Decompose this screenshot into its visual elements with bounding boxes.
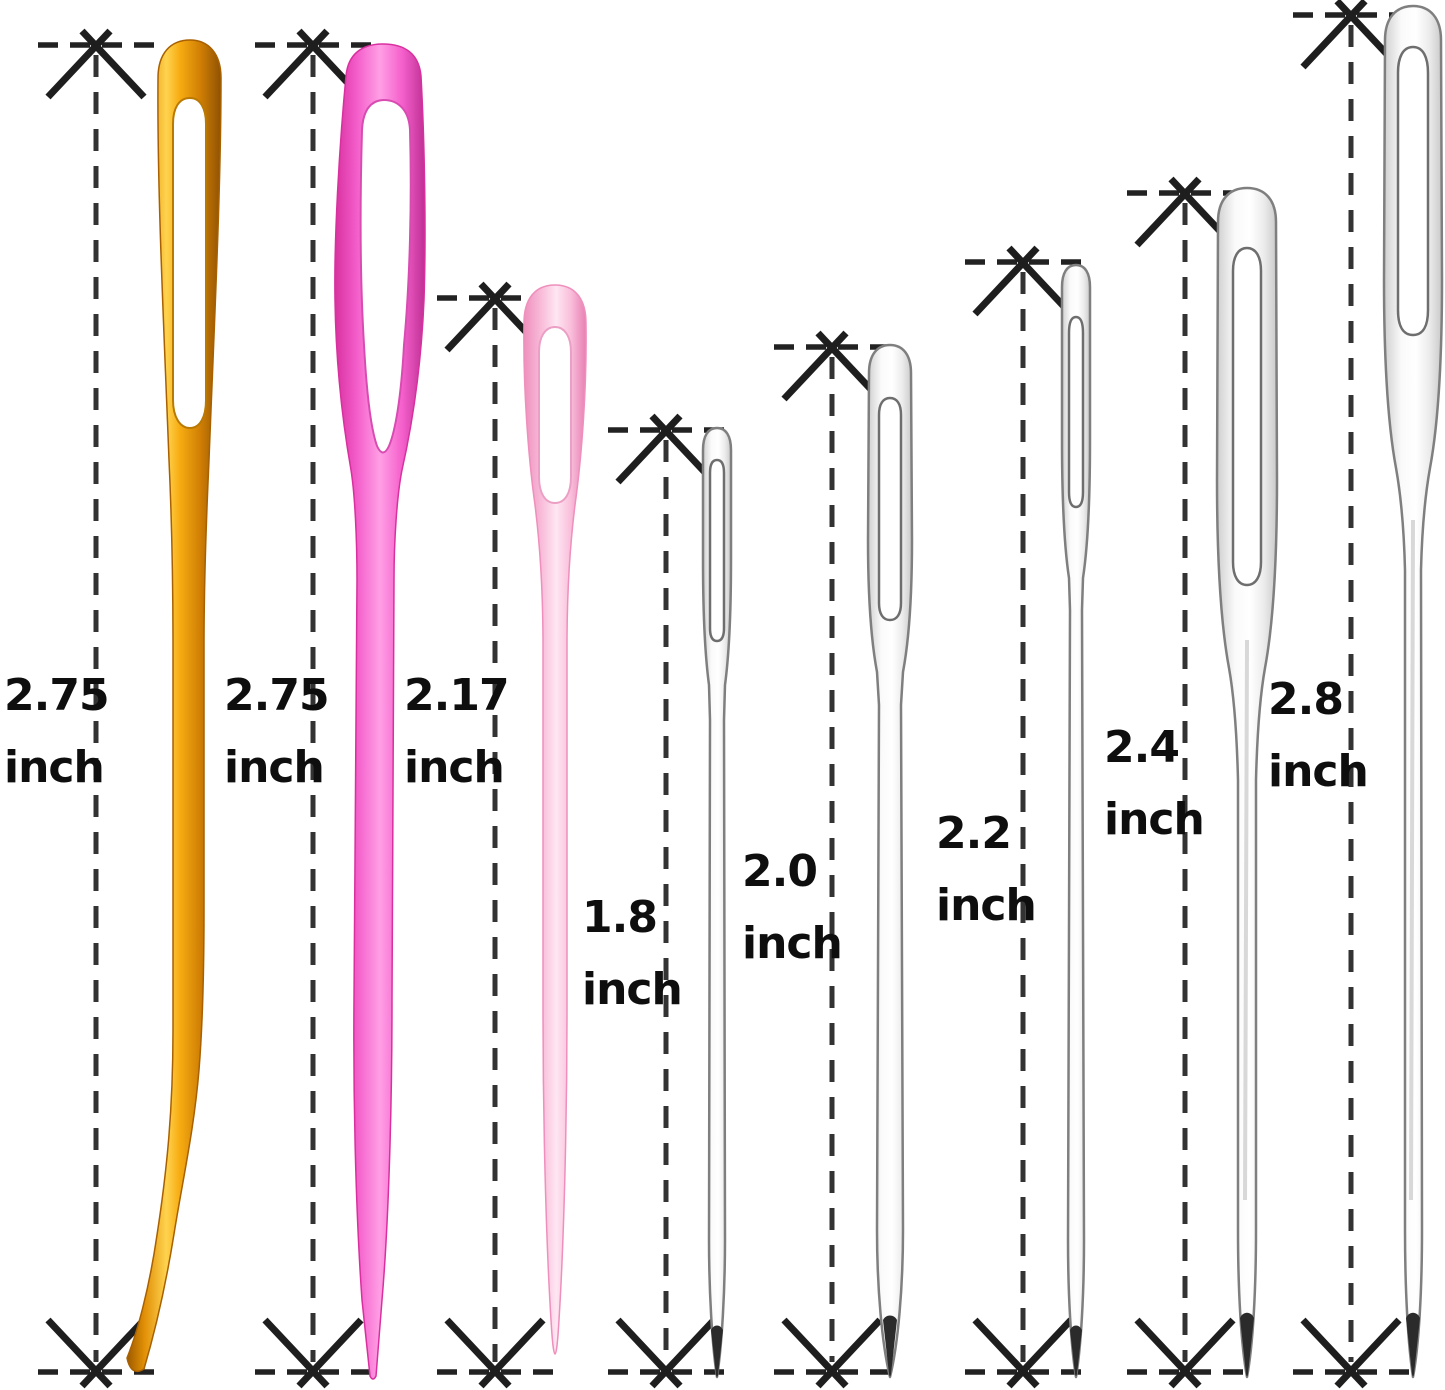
measurement-unit: inch bbox=[936, 880, 1037, 931]
measurement-label-4: 1.8 inch bbox=[582, 882, 683, 1026]
measurement-unit: inch bbox=[404, 742, 505, 793]
needle-steel-3-body bbox=[1060, 263, 1092, 1379]
needle-gold-bent-tip bbox=[126, 39, 222, 1373]
dimension-line-7 bbox=[1127, 179, 1243, 1386]
measurement-value: 2.75 bbox=[4, 670, 110, 721]
measurement-label-8: 2.8 inch bbox=[1268, 664, 1369, 808]
dimension-line-6 bbox=[965, 248, 1081, 1386]
needle-steel-small-eye bbox=[708, 458, 726, 643]
measurement-value: 2.4 bbox=[1104, 722, 1180, 773]
measurement-value: 2.0 bbox=[742, 846, 818, 897]
needle-steel-3 bbox=[1060, 263, 1092, 1379]
measurement-label-5: 2.0 inch bbox=[742, 836, 843, 980]
measurement-unit: inch bbox=[582, 964, 683, 1015]
needle-steel-large-shine bbox=[1243, 639, 1249, 1201]
needle-light-pink-body bbox=[523, 284, 587, 1355]
measurement-unit: inch bbox=[742, 918, 843, 969]
dimension-line-4 bbox=[608, 416, 724, 1386]
needle-steel-2-eye bbox=[877, 396, 903, 622]
needle-light-pink-eye bbox=[538, 325, 572, 505]
needle-steel-largest-eye bbox=[1396, 45, 1430, 337]
measurement-label-6: 2.2 inch bbox=[936, 798, 1037, 942]
needle-pink-eye bbox=[359, 98, 412, 454]
measurement-value: 2.8 bbox=[1268, 674, 1344, 725]
measurement-unit: inch bbox=[1104, 794, 1205, 845]
measurement-label-1: 2.75 inch bbox=[4, 660, 110, 804]
measurement-value: 2.75 bbox=[224, 670, 330, 721]
needle-steel-3-tip bbox=[1070, 1325, 1082, 1376]
needle-steel-2 bbox=[866, 343, 914, 1379]
dimension-line-3 bbox=[437, 284, 553, 1386]
needle-steel-small-tip bbox=[711, 1325, 723, 1377]
dimension-line-1 bbox=[38, 31, 154, 1386]
needle-light-pink-plastic bbox=[523, 284, 587, 1355]
measurement-unit: inch bbox=[1268, 746, 1369, 797]
needle-steel-large-eye bbox=[1231, 246, 1263, 587]
needle-steel-small bbox=[701, 426, 733, 1379]
measurement-label-2: 2.75 inch bbox=[224, 660, 330, 804]
needle-steel-3-eye bbox=[1067, 315, 1085, 509]
dimension-line-8 bbox=[1293, 1, 1409, 1386]
needle-hot-pink-plastic bbox=[334, 43, 426, 1380]
measurement-unit: inch bbox=[224, 742, 325, 793]
needle-steel-largest-tip bbox=[1406, 1312, 1420, 1377]
needle-steel-largest-shine bbox=[1409, 519, 1415, 1201]
measurement-label-7: 2.4 inch bbox=[1104, 712, 1205, 856]
measurement-value: 2.2 bbox=[936, 808, 1012, 859]
measurement-value: 2.17 bbox=[404, 670, 510, 721]
needle-steel-2-tip bbox=[883, 1315, 897, 1377]
needle-steel-large-tip bbox=[1240, 1312, 1254, 1377]
needle-steel-large bbox=[1215, 186, 1279, 1379]
measurement-label-3: 2.17 inch bbox=[404, 660, 510, 804]
needle-steel-largest bbox=[1382, 4, 1444, 1379]
dimension-line-5 bbox=[774, 333, 890, 1386]
measurement-unit: inch bbox=[4, 742, 105, 793]
needle-gold-eye bbox=[172, 96, 207, 430]
measurement-value: 1.8 bbox=[582, 892, 658, 943]
dimension-line-2 bbox=[255, 31, 371, 1386]
